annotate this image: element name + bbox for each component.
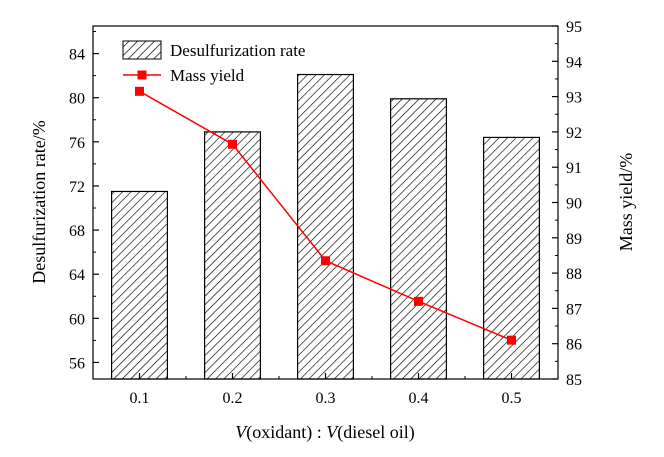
mass-yield-marker-0.1	[135, 86, 144, 96]
x-axis-label-part1: (oxidant)	[246, 422, 312, 443]
right-tick-label-92: 92	[566, 125, 582, 142]
mass-yield-marker-0.5	[507, 335, 516, 345]
x-tick-label-0.1: 0.1	[130, 390, 150, 407]
bar-0.4	[390, 98, 448, 380]
left-tick-label-72: 72	[69, 179, 85, 196]
legend: Desulfurization rate Mass yield	[122, 40, 305, 85]
x-tick-label-0.2: 0.2	[223, 390, 243, 407]
right-tick-label-91: 91	[566, 160, 582, 177]
y-axis-label-right: Mass yield/%	[616, 153, 636, 252]
x-tick-label-0.5: 0.5	[502, 390, 522, 407]
x-axis-label-part2: (diesel oil)	[337, 422, 414, 443]
line-series	[135, 86, 516, 345]
x-tick-label-0.4: 0.4	[409, 390, 429, 407]
bar-0.2	[204, 131, 262, 380]
x-axis-label-var2: V	[326, 422, 339, 442]
left-tick-label-80: 80	[69, 91, 85, 108]
x-axis: 0.1 0.2 0.3 0.4 0.5	[92, 373, 559, 407]
legend-label-line: Mass yield	[170, 66, 245, 85]
right-tick-label-94: 94	[566, 54, 582, 71]
right-tick-label-86: 86	[566, 337, 582, 354]
right-tick-label-95: 95	[566, 19, 582, 36]
right-axis: 85 86 87 88 89 90 91 92 93 94 95	[552, 19, 582, 389]
bar-0.3	[297, 73, 355, 380]
y-axis-label-left: Desulfurization rate/%	[29, 120, 49, 283]
legend-swatch-bar	[122, 40, 162, 60]
left-tick-label-84: 84	[69, 47, 85, 64]
right-tick-label-89: 89	[566, 231, 582, 248]
mass-yield-marker-0.2	[228, 139, 237, 149]
right-tick-label-90: 90	[566, 196, 582, 213]
bar-series	[110, 73, 541, 380]
legend-label-bar: Desulfurization rate	[170, 41, 305, 60]
left-tick-label-60: 60	[69, 311, 85, 328]
x-axis-label-separator: :	[312, 422, 326, 442]
x-axis-label: V(oxidant) : V(diesel oil)	[235, 422, 414, 443]
right-tick-label-87: 87	[566, 301, 582, 318]
left-tick-label-64: 64	[69, 267, 85, 284]
left-tick-label-76: 76	[69, 135, 85, 152]
x-axis-label-var1: V	[235, 422, 248, 442]
left-tick-label-56: 56	[69, 355, 85, 372]
bar-0.1	[110, 190, 168, 380]
left-axis: 56 60 64 68 72 76 80 84	[69, 31, 99, 372]
mass-yield-marker-0.3	[321, 256, 330, 266]
right-tick-label-88: 88	[566, 266, 582, 283]
legend-swatch-marker	[137, 70, 147, 80]
right-tick-label-85: 85	[566, 372, 582, 389]
right-tick-label-93: 93	[566, 90, 582, 107]
mass-yield-marker-0.4	[414, 296, 423, 306]
x-tick-label-0.3: 0.3	[316, 390, 336, 407]
left-tick-label-68: 68	[69, 223, 85, 240]
